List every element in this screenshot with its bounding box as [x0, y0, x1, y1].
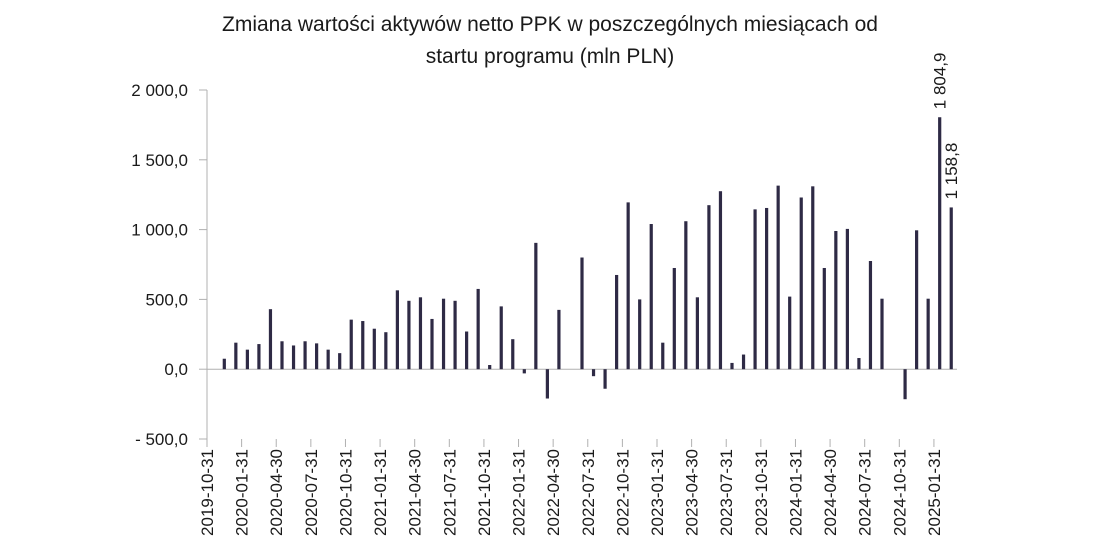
data-label: 1 158,8	[942, 143, 961, 200]
bar	[557, 309, 561, 370]
bar	[591, 369, 596, 377]
bar	[280, 341, 284, 370]
bar	[245, 349, 249, 370]
bar	[776, 185, 780, 370]
x-tick-label: 2023-10-31	[752, 449, 771, 536]
bar	[661, 342, 665, 370]
x-tick-label: 2020-01-31	[233, 449, 252, 536]
bar	[511, 339, 515, 370]
y-tick-label: 1 000,0	[131, 221, 188, 240]
bar	[741, 354, 746, 370]
bar	[499, 306, 503, 370]
x-tick-label: 2022-01-31	[510, 449, 529, 536]
bar	[395, 290, 399, 370]
y-tick-label: 0,0	[164, 360, 188, 379]
bar	[626, 202, 630, 370]
bar	[695, 297, 699, 370]
chart-title-line-2: startu programu (mln PLN)	[425, 45, 675, 68]
bar	[407, 300, 411, 370]
x-tick-label: 2019-10-31	[198, 449, 217, 536]
x-tick-label: 2021-01-31	[371, 449, 390, 536]
bar	[857, 358, 861, 370]
bar	[615, 274, 619, 370]
x-tick-label: 2021-04-30	[406, 449, 425, 536]
x-tick-label: 2021-07-31	[440, 449, 459, 536]
x-tick-label: 2023-01-31	[648, 449, 667, 536]
x-tick-label: 2023-07-31	[717, 449, 736, 536]
bar	[638, 299, 642, 370]
bar	[765, 207, 769, 370]
bar	[522, 369, 526, 374]
bar	[730, 362, 734, 370]
bar	[915, 230, 919, 370]
bar	[938, 117, 942, 370]
bar	[868, 261, 873, 370]
x-tick-label: 2024-10-31	[890, 449, 909, 536]
bar	[384, 332, 388, 370]
x-tick-label: 2020-04-30	[267, 449, 286, 536]
bar	[326, 349, 330, 370]
bar	[418, 297, 423, 370]
bar	[534, 242, 538, 370]
bar	[441, 298, 446, 370]
bar	[649, 224, 653, 370]
bar	[545, 369, 549, 399]
x-tick-label: 2023-04-30	[683, 449, 702, 536]
bar	[603, 369, 607, 389]
bar	[291, 345, 296, 370]
x-tick-label: 2022-10-31	[613, 449, 632, 536]
bar	[753, 209, 757, 370]
x-tick-label: 2021-10-31	[475, 449, 494, 536]
bar	[476, 288, 480, 370]
bar	[718, 191, 723, 370]
chart-title-line-1: Zmiana wartości aktywów netto PPK w posz…	[222, 13, 878, 36]
bar	[684, 221, 688, 370]
bar	[257, 344, 261, 370]
bar	[880, 298, 884, 370]
bar	[788, 296, 792, 370]
x-tick-label: 2024-04-30	[821, 449, 840, 536]
bar	[822, 267, 826, 370]
y-tick-label: - 500,0	[135, 430, 188, 449]
x-tick-label: 2020-07-31	[302, 449, 321, 536]
y-tick-label: 1 500,0	[131, 151, 188, 170]
bar	[926, 298, 930, 370]
x-tick-label: 2020-10-31	[336, 449, 355, 536]
bar	[707, 205, 711, 370]
bar	[834, 230, 838, 370]
bar	[949, 207, 953, 370]
x-tick-label: 2022-07-31	[579, 449, 598, 536]
bar	[234, 342, 238, 370]
x-tick-label: 2024-07-31	[856, 449, 875, 536]
bar	[672, 267, 676, 370]
bar	[361, 321, 365, 370]
bar	[430, 318, 434, 370]
x-tick-label: 2025-01-31	[925, 449, 944, 536]
bar	[303, 341, 307, 370]
bar	[453, 300, 457, 370]
bar	[580, 257, 584, 370]
bar	[811, 186, 815, 370]
bar	[903, 369, 907, 400]
bar	[488, 365, 492, 370]
y-tick-label: 500,0	[145, 290, 188, 309]
bar	[799, 197, 803, 370]
y-tick-label: 2 000,0	[131, 81, 188, 100]
bar	[349, 319, 353, 370]
bar	[338, 353, 342, 370]
bar	[372, 328, 376, 370]
x-tick-label: 2022-04-30	[544, 449, 563, 536]
bar	[465, 331, 469, 370]
bar	[315, 343, 319, 370]
bar	[222, 358, 226, 370]
bar	[845, 228, 849, 370]
data-label: 1 804,9	[931, 53, 950, 110]
bar	[268, 309, 273, 370]
x-tick-label: 2024-01-31	[786, 449, 805, 536]
